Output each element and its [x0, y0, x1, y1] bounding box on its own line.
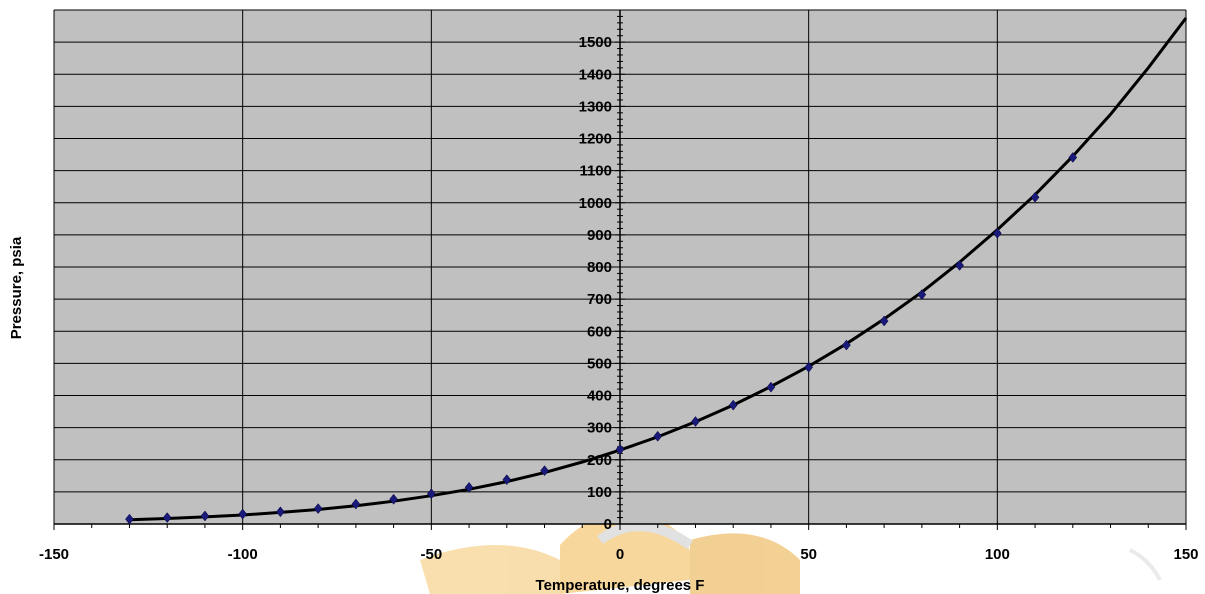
- y-tick-label: 1400: [579, 66, 612, 83]
- data-point: [427, 488, 436, 500]
- y-tick-label: 700: [587, 291, 612, 308]
- y-tick-label: 1000: [579, 195, 612, 212]
- x-tick-label: 150: [1173, 546, 1198, 563]
- x-tick-label: 0: [616, 546, 624, 563]
- data-point: [804, 361, 813, 373]
- tick-marks: [53, 9, 1187, 530]
- data-point: [162, 512, 172, 523]
- data-point: [313, 503, 323, 514]
- data-point: [200, 510, 210, 522]
- x-tick-label: 50: [800, 546, 817, 563]
- data-point: [766, 381, 776, 393]
- data-point: [917, 289, 927, 301]
- x-tick-label: -150: [39, 546, 69, 563]
- y-tick-label: 600: [587, 323, 612, 340]
- y-axis-title: Pressure, psia: [8, 236, 25, 339]
- data-point: [502, 474, 512, 486]
- y-tick-label: 400: [587, 388, 612, 405]
- x-axis-title: Temperature, degrees F: [536, 577, 705, 594]
- x-tick-labels: -150 -100 -50 0 50 100 150: [39, 546, 1199, 563]
- data-point: [615, 444, 625, 455]
- data-point: [691, 416, 700, 427]
- y-tick-label: 900: [587, 227, 612, 244]
- data-point: [389, 493, 398, 505]
- x-tick-label: 100: [985, 546, 1010, 563]
- data-point: [1068, 152, 1078, 163]
- data-point: [125, 513, 134, 525]
- data-point: [653, 430, 663, 442]
- data-point: [276, 506, 285, 518]
- data-point: [464, 481, 474, 493]
- data-point: [993, 227, 1002, 239]
- data-point: [879, 315, 889, 327]
- data-markers: [125, 152, 1078, 525]
- y-tick-label: 1100: [579, 163, 612, 180]
- y-tick-labels: 0100200300400500600700800900100011001200…: [579, 34, 612, 533]
- data-point: [238, 508, 247, 520]
- data-point: [351, 498, 361, 510]
- y-tick-label: 500: [587, 355, 612, 372]
- x-tick-label: -50: [420, 546, 442, 563]
- data-point: [1030, 191, 1040, 203]
- data-point: [728, 399, 738, 411]
- y-tick-label: 0: [604, 516, 612, 533]
- y-tick-label: 1500: [579, 34, 612, 51]
- data-point: [955, 259, 964, 271]
- y-tick-label: 1300: [579, 98, 612, 115]
- x-tick-label: -100: [228, 546, 258, 563]
- y-tick-label: 100: [587, 484, 612, 501]
- data-point: [540, 465, 549, 477]
- y-tick-label: 1200: [579, 131, 612, 148]
- data-point: [842, 339, 851, 351]
- y-tick-label: 800: [587, 259, 612, 276]
- y-tick-label: 300: [587, 420, 612, 437]
